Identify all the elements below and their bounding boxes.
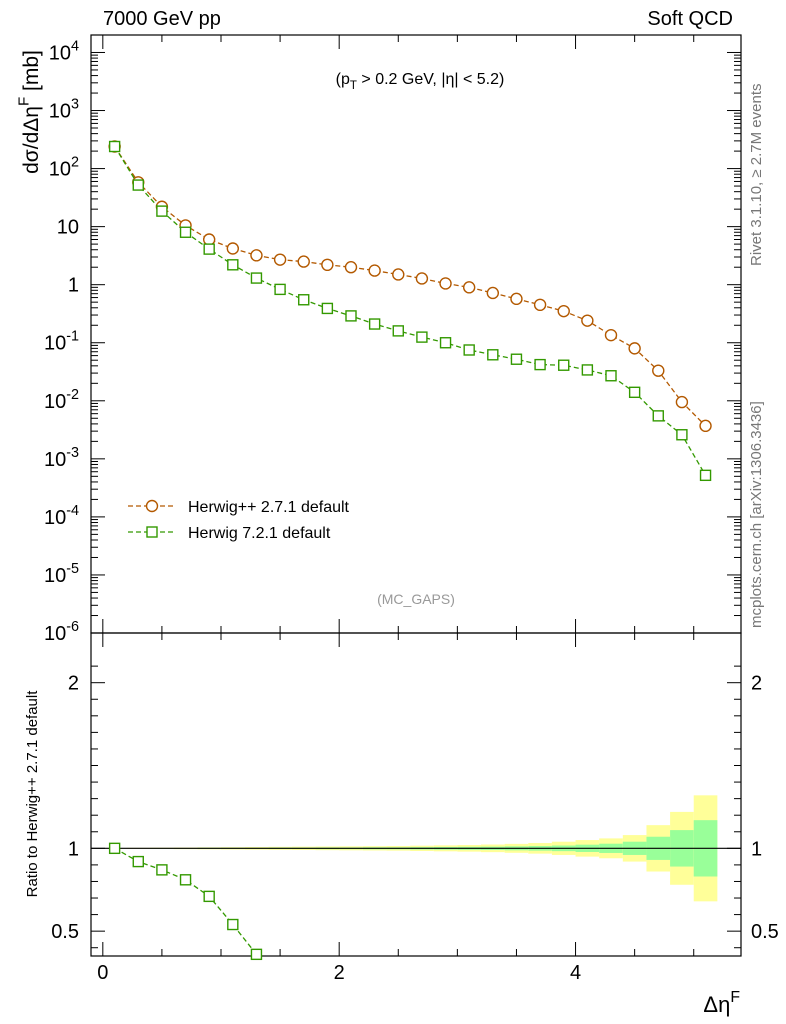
ratio-data-point — [156, 864, 168, 876]
ratio-data-point — [179, 874, 192, 886]
y-tick-label: 1 — [68, 275, 79, 297]
main-y-axis-label: dσ/dΔηF [mb] — [16, 50, 43, 174]
ratio-data-point — [132, 855, 144, 868]
data-point — [439, 337, 452, 349]
data-point — [557, 304, 570, 318]
x-axis-label: ΔηF​ — [703, 989, 740, 1017]
data-point — [297, 255, 310, 268]
y-tick-label: 10 — [57, 217, 79, 239]
ratio-data-point — [250, 948, 263, 961]
ratio-frame — [90, 632, 742, 957]
data-point — [202, 233, 216, 246]
ratio-data-point — [108, 842, 121, 855]
y-tick-label: 10-4​ — [44, 503, 79, 529]
ratio-y-tick-label: 2 — [68, 673, 79, 695]
data-point — [250, 249, 263, 262]
data-point — [203, 243, 215, 255]
data-point — [416, 331, 428, 343]
series-line-1 — [114, 146, 707, 476]
data-point — [321, 302, 334, 315]
x-tick-label: 2 — [334, 962, 345, 984]
ratio-panel: 0.5 0.5 1 1 2 2 0 2 4 Ratio to Herwig++ 2.7.1 def… — [24, 632, 779, 1017]
x-tick-label: 0 — [97, 962, 108, 984]
legend-marker — [145, 499, 159, 513]
data-point — [226, 242, 240, 255]
y-tick-label: 10-3​ — [44, 445, 79, 471]
y-tick-label: 103​ — [49, 97, 79, 123]
data-point — [108, 140, 121, 153]
data-point — [156, 205, 168, 217]
data-point — [462, 281, 476, 294]
data-point — [581, 364, 594, 376]
data-point — [675, 395, 689, 409]
data-point — [344, 261, 358, 274]
series-line-0 — [114, 146, 707, 427]
data-point — [298, 294, 310, 306]
data-point — [510, 353, 523, 365]
data-point — [227, 259, 239, 271]
data-point — [605, 370, 617, 382]
data-point — [463, 344, 475, 356]
data-point — [652, 364, 665, 377]
ratio-y-tick-label: 0.5 — [51, 921, 79, 943]
data-point — [321, 258, 334, 272]
data-point — [534, 358, 546, 371]
data-point — [368, 264, 381, 277]
data-point — [652, 410, 664, 422]
data-point — [487, 349, 499, 361]
data-point — [273, 253, 287, 266]
ratio-data-point — [227, 918, 239, 931]
cut-annotation: (pT > 0.2 GeV, |η| < 5.2) — [336, 71, 505, 92]
x-tick-label: 4 — [570, 962, 581, 984]
data-point — [486, 286, 500, 300]
ratio-y-tick-label-right: 2 — [751, 673, 762, 695]
main-frame — [90, 34, 742, 634]
ratio-y-tick-label: 1 — [68, 838, 79, 860]
ratio-y-tick-label-right: 1 — [751, 838, 762, 860]
y-tick-label: 10-6​ — [44, 619, 79, 645]
data-point — [392, 268, 405, 281]
legend-marker — [146, 526, 158, 538]
y-tick-label: 10-1​ — [44, 329, 79, 355]
legend-label: Herwig++ 2.7.1 default — [188, 499, 350, 516]
ratio-data-point — [203, 890, 215, 903]
header-left: 7000 GeV pp — [103, 8, 221, 30]
data-point — [628, 342, 641, 355]
data-point — [250, 272, 263, 284]
y-tick-label: 102​ — [49, 155, 79, 181]
data-point — [533, 298, 547, 312]
data-point — [345, 310, 357, 322]
ratio-y-axis-label: Ratio to Herwig++ 2.7.1 default — [24, 690, 41, 898]
data-point — [179, 226, 192, 238]
data-point — [510, 292, 523, 306]
data-point — [628, 386, 641, 399]
data-point — [274, 283, 286, 296]
data-point — [558, 359, 570, 371]
data-point — [368, 318, 381, 330]
header-right: Soft QCD — [647, 8, 733, 30]
ratio-y-tick-label-right: 0.5 — [751, 921, 779, 943]
data-point — [699, 469, 712, 482]
data-point — [415, 272, 429, 285]
data-point — [604, 328, 618, 342]
y-tick-label: 10-5​ — [44, 561, 79, 587]
legend-label: Herwig 7.2.1 default — [188, 525, 331, 542]
y-tick-label: 104​ — [49, 38, 79, 64]
analysis-watermark: (MC_GAPS) — [377, 591, 455, 607]
data-point — [699, 419, 712, 433]
y-tick-label: 10-2​ — [44, 387, 79, 413]
data-point — [439, 277, 452, 290]
data-point — [392, 325, 404, 337]
data-point — [581, 314, 594, 327]
main-panel: 10-6​ 10-5​ 10-4​ 10-3​ 10-2​ 10-1​ 1 10 102​ 103… — [16, 34, 742, 645]
data-point — [676, 429, 688, 441]
data-point — [132, 179, 144, 191]
